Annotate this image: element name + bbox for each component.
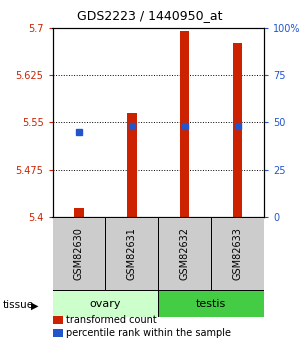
Bar: [211, 217, 264, 290]
Text: percentile rank within the sample: percentile rank within the sample: [66, 328, 231, 338]
Bar: [127, 113, 136, 217]
Bar: [233, 43, 242, 217]
Bar: [158, 290, 264, 317]
Text: GSM82630: GSM82630: [74, 227, 84, 280]
Bar: [74, 208, 84, 217]
Bar: [180, 31, 189, 217]
Bar: [105, 217, 158, 290]
Text: ▶: ▶: [31, 300, 38, 310]
Bar: [52, 217, 105, 290]
Text: transformed count: transformed count: [66, 315, 157, 325]
Bar: [158, 217, 211, 290]
Text: GSM82632: GSM82632: [180, 227, 190, 280]
Text: GSM82633: GSM82633: [232, 227, 243, 280]
Text: ovary: ovary: [90, 299, 121, 308]
Text: tissue: tissue: [3, 300, 34, 310]
Text: GDS2223 / 1440950_at: GDS2223 / 1440950_at: [77, 9, 223, 22]
Bar: [52, 290, 158, 317]
Text: GSM82631: GSM82631: [127, 227, 137, 280]
Text: testis: testis: [196, 299, 226, 308]
